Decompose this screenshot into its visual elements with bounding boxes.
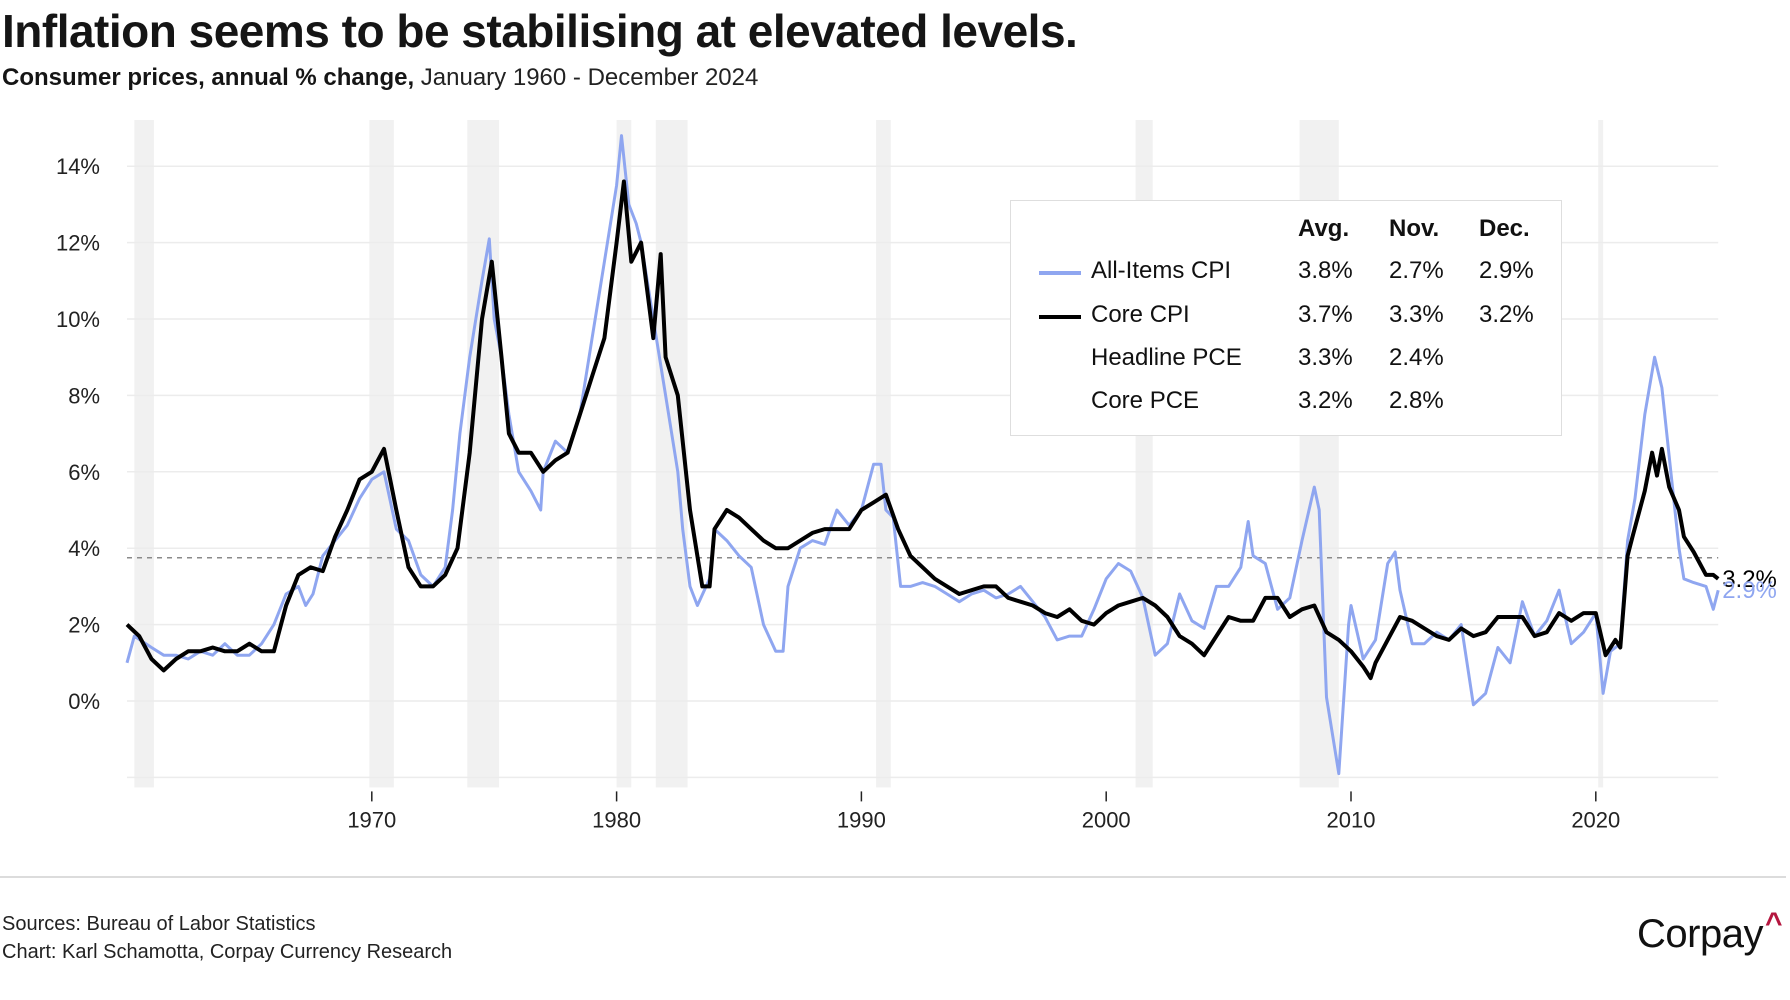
legend-header-nov: Nov. <box>1389 215 1440 242</box>
footer-sources: Sources: Bureau of Labor Statistics Char… <box>2 910 452 966</box>
x-axis: 1970 1980 1990 2000 2010 2020 <box>347 791 1620 832</box>
legend-avg: 3.2% <box>1298 387 1353 414</box>
series-lines <box>125 134 1720 776</box>
legend-row-core-pce: Core PCE 3.2% 2.8% <box>1011 387 1561 417</box>
recession-band <box>876 120 891 788</box>
x-tick-label: 2000 <box>1082 807 1131 832</box>
y-tick-label: 6% <box>68 460 100 485</box>
recession-band <box>616 120 632 788</box>
legend-label: All-Items CPI <box>1091 257 1232 284</box>
chart-title: Inflation seems to be stabilising at ele… <box>2 5 1078 57</box>
legend-header-avg: Avg. <box>1298 215 1350 242</box>
legend-nov: 2.8% <box>1389 387 1444 414</box>
end-labels: 3.2%2.9% <box>1722 566 1777 604</box>
legend-label: Core PCE <box>1091 387 1200 414</box>
x-tick-label: 1990 <box>837 807 886 832</box>
subtitle-date-range: January 1960 - December 2024 <box>414 64 759 91</box>
recession-band <box>1598 120 1604 788</box>
series-line-all-items-cpi <box>125 134 1720 776</box>
legend-avg: 3.7% <box>1298 301 1353 328</box>
end-label-core-cpi: 3.2% <box>1722 566 1777 593</box>
y-tick-label: 2% <box>68 613 100 638</box>
y-tick-label: 12% <box>56 231 100 256</box>
legend-nov: 3.3% <box>1389 301 1444 328</box>
legend-nov: 2.4% <box>1389 344 1444 371</box>
legend-dec: 3.2% <box>1479 301 1534 328</box>
legend-label: Core CPI <box>1091 301 1190 328</box>
legend-row-core-cpi: Core CPI 3.7% 3.3% 3.2% <box>1011 301 1561 331</box>
footer-divider <box>0 876 1786 878</box>
recession-band <box>467 120 500 788</box>
subtitle-main: Consumer prices, annual % change, <box>2 64 415 91</box>
legend-avg: 3.3% <box>1298 344 1353 371</box>
legend-avg: 3.8% <box>1298 257 1353 284</box>
legend-header-dec: Dec. <box>1479 215 1530 242</box>
y-tick-label: 10% <box>56 307 100 332</box>
x-tick-label: 1970 <box>347 807 396 832</box>
sources-text: Sources: Bureau of Labor Statistics <box>2 913 316 935</box>
x-tick-label: 2010 <box>1327 807 1376 832</box>
legend-swatch-core-cpi <box>1039 315 1081 319</box>
legend-label: Headline PCE <box>1091 344 1242 371</box>
line-chart: 0% 2% 4% 6% 8% 10% 12% 14% 1970 1980 1990 2000 2010… <box>56 120 1777 832</box>
y-tick-label: 0% <box>68 689 100 714</box>
y-tick-label: 4% <box>68 536 100 561</box>
series-line-core-cpi <box>125 179 1720 681</box>
y-tick-label: 8% <box>68 383 100 408</box>
y-axis: 0% 2% 4% 6% 8% 10% 12% 14% <box>56 154 100 714</box>
legend-table: Avg. Nov. Dec. All-Items CPI 3.8% 2.7% 2… <box>1010 200 1562 436</box>
legend-row-all-items-cpi: All-Items CPI 3.8% 2.7% 2.9% <box>1011 257 1561 287</box>
chart-credit: Chart: Karl Schamotta, Corpay Currency R… <box>2 941 453 963</box>
x-tick-label: 1980 <box>592 807 641 832</box>
legend-nov: 2.7% <box>1389 257 1444 284</box>
legend-row-headline-pce: Headline PCE 3.3% 2.4% <box>1011 344 1561 374</box>
logo-caret-icon: ^ <box>1764 907 1783 940</box>
x-tick-label: 2020 <box>1571 807 1620 832</box>
end-label-all-items-cpi: 2.9% <box>1722 577 1777 604</box>
corpay-logo: Corpay^ <box>1637 907 1782 957</box>
legend-dec: 2.9% <box>1479 257 1534 284</box>
chart-subtitle: Consumer prices, annual % change, Januar… <box>2 64 758 92</box>
recession-band <box>134 120 154 788</box>
logo-text: Corpay <box>1637 912 1763 956</box>
legend-swatch-all-items-cpi <box>1039 271 1081 275</box>
y-tick-label: 14% <box>56 154 100 179</box>
